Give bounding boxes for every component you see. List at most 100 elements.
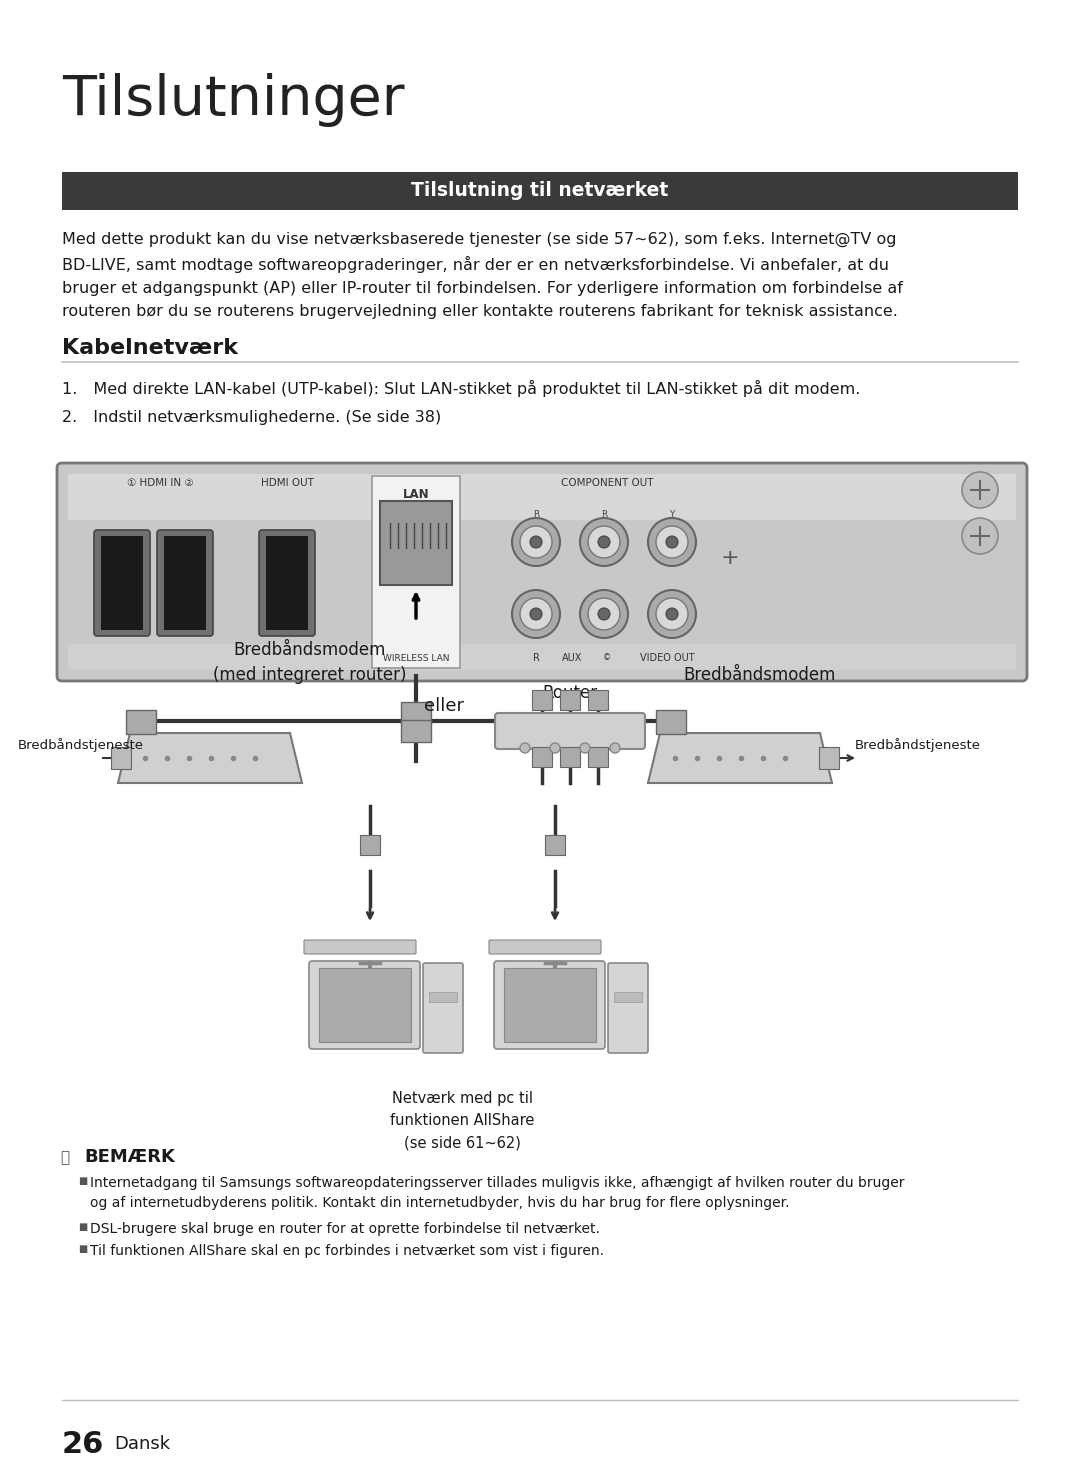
Text: eller: eller	[424, 697, 464, 714]
Text: R: R	[532, 510, 539, 519]
Circle shape	[648, 518, 696, 566]
Text: Router: Router	[542, 683, 597, 703]
FancyBboxPatch shape	[819, 747, 839, 769]
Text: Kabelnetværk: Kabelnetværk	[62, 339, 238, 358]
Text: COMPONENT OUT: COMPONENT OUT	[561, 478, 653, 488]
Circle shape	[962, 518, 998, 555]
FancyBboxPatch shape	[57, 463, 1027, 680]
FancyBboxPatch shape	[608, 963, 648, 1053]
FancyBboxPatch shape	[380, 501, 453, 586]
Circle shape	[962, 472, 998, 507]
Text: og af internetudbyderens politik. Kontakt din internetudbyder, hvis du har brug : og af internetudbyderens politik. Kontak…	[90, 1197, 789, 1210]
FancyBboxPatch shape	[532, 747, 552, 768]
Text: Tilslutning til netværket: Tilslutning til netværket	[411, 182, 669, 201]
Circle shape	[588, 598, 620, 630]
Text: R: R	[532, 654, 539, 663]
Circle shape	[598, 535, 610, 549]
FancyBboxPatch shape	[429, 992, 457, 1001]
FancyBboxPatch shape	[588, 691, 608, 710]
FancyBboxPatch shape	[68, 643, 1016, 670]
FancyBboxPatch shape	[360, 836, 380, 855]
Circle shape	[598, 608, 610, 620]
Polygon shape	[648, 734, 832, 782]
Text: HDMI OUT: HDMI OUT	[260, 478, 313, 488]
Text: Y: Y	[670, 510, 675, 519]
FancyBboxPatch shape	[545, 836, 565, 855]
Circle shape	[666, 608, 678, 620]
FancyBboxPatch shape	[126, 710, 156, 734]
FancyBboxPatch shape	[656, 710, 686, 734]
Circle shape	[656, 598, 688, 630]
Text: 26: 26	[62, 1430, 105, 1458]
Circle shape	[519, 598, 552, 630]
Text: LAN: LAN	[403, 488, 430, 501]
FancyBboxPatch shape	[561, 747, 580, 768]
Circle shape	[588, 527, 620, 558]
FancyBboxPatch shape	[266, 535, 308, 630]
Circle shape	[519, 527, 552, 558]
Text: Dansk: Dansk	[114, 1435, 171, 1452]
Circle shape	[580, 590, 627, 637]
Text: +: +	[720, 549, 740, 568]
FancyBboxPatch shape	[303, 941, 416, 954]
Text: R: R	[600, 510, 607, 519]
Text: AUX: AUX	[562, 654, 582, 663]
FancyBboxPatch shape	[423, 963, 463, 1053]
Polygon shape	[118, 734, 302, 782]
Circle shape	[580, 518, 627, 566]
FancyBboxPatch shape	[561, 691, 580, 710]
Circle shape	[519, 742, 530, 753]
Text: Tilslutninger: Tilslutninger	[62, 72, 405, 127]
Text: Bredbåndsmodem
(med integreret router): Bredbåndsmodem (med integreret router)	[213, 640, 407, 683]
Text: ■: ■	[78, 1244, 87, 1254]
Text: ■: ■	[78, 1176, 87, 1186]
FancyBboxPatch shape	[494, 961, 605, 1049]
Text: Bredbåndsmodem: Bredbåndsmodem	[684, 666, 836, 683]
FancyBboxPatch shape	[94, 529, 150, 636]
Text: BEMÆRK: BEMÆRK	[84, 1148, 175, 1165]
Text: Med dette produkt kan du vise netværksbaserede tjenester (se side 57~62), som f.: Med dette produkt kan du vise netværksba…	[62, 232, 903, 319]
Text: Bredbåndstjeneste: Bredbåndstjeneste	[18, 738, 144, 751]
FancyBboxPatch shape	[532, 691, 552, 710]
FancyBboxPatch shape	[588, 747, 608, 768]
FancyBboxPatch shape	[504, 967, 596, 1043]
FancyBboxPatch shape	[615, 992, 642, 1001]
Circle shape	[530, 535, 542, 549]
FancyBboxPatch shape	[309, 961, 420, 1049]
FancyBboxPatch shape	[401, 703, 431, 725]
FancyBboxPatch shape	[259, 529, 315, 636]
FancyBboxPatch shape	[495, 713, 645, 748]
Circle shape	[648, 590, 696, 637]
Text: WIRELESS LAN: WIRELESS LAN	[382, 654, 449, 663]
Circle shape	[580, 742, 590, 753]
Circle shape	[656, 527, 688, 558]
FancyBboxPatch shape	[111, 747, 131, 769]
Text: 1. Med direkte LAN-kabel (UTP-kabel): Slut LAN-stikket på produktet til LAN-stik: 1. Med direkte LAN-kabel (UTP-kabel): Sl…	[62, 380, 861, 396]
Text: Til funktionen AllShare skal en pc forbindes i netværket som vist i figuren.: Til funktionen AllShare skal en pc forbi…	[90, 1244, 604, 1259]
Text: ©: ©	[603, 654, 611, 663]
FancyBboxPatch shape	[372, 476, 460, 669]
Text: DSL-brugere skal bruge en router for at oprette forbindelse til netværket.: DSL-brugere skal bruge en router for at …	[90, 1222, 599, 1236]
Text: Bredbåndstjeneste: Bredbåndstjeneste	[855, 738, 981, 751]
Circle shape	[512, 518, 561, 566]
Text: ① HDMI IN ②: ① HDMI IN ②	[126, 478, 193, 488]
Text: ■: ■	[78, 1222, 87, 1232]
FancyBboxPatch shape	[102, 535, 143, 630]
Text: VIDEO OUT: VIDEO OUT	[639, 654, 694, 663]
Circle shape	[530, 608, 542, 620]
FancyBboxPatch shape	[157, 529, 213, 636]
Text: 2. Indstil netværksmulighederne. (Se side 38): 2. Indstil netværksmulighederne. (Se sid…	[62, 410, 442, 424]
Text: Netværk med pc til
funktionen AllShare
(se side 61~62): Netværk med pc til funktionen AllShare (…	[390, 1092, 535, 1151]
FancyBboxPatch shape	[319, 967, 411, 1043]
FancyBboxPatch shape	[401, 720, 431, 742]
Circle shape	[550, 742, 561, 753]
FancyBboxPatch shape	[164, 535, 206, 630]
FancyBboxPatch shape	[489, 941, 600, 954]
FancyBboxPatch shape	[68, 473, 1016, 521]
Text: 🖊: 🖊	[60, 1151, 69, 1165]
Circle shape	[666, 535, 678, 549]
Circle shape	[610, 742, 620, 753]
Circle shape	[512, 590, 561, 637]
FancyBboxPatch shape	[62, 172, 1018, 210]
Text: Internetadgang til Samsungs softwareopdateringsserver tillades muligvis ikke, af: Internetadgang til Samsungs softwareopda…	[90, 1176, 905, 1191]
